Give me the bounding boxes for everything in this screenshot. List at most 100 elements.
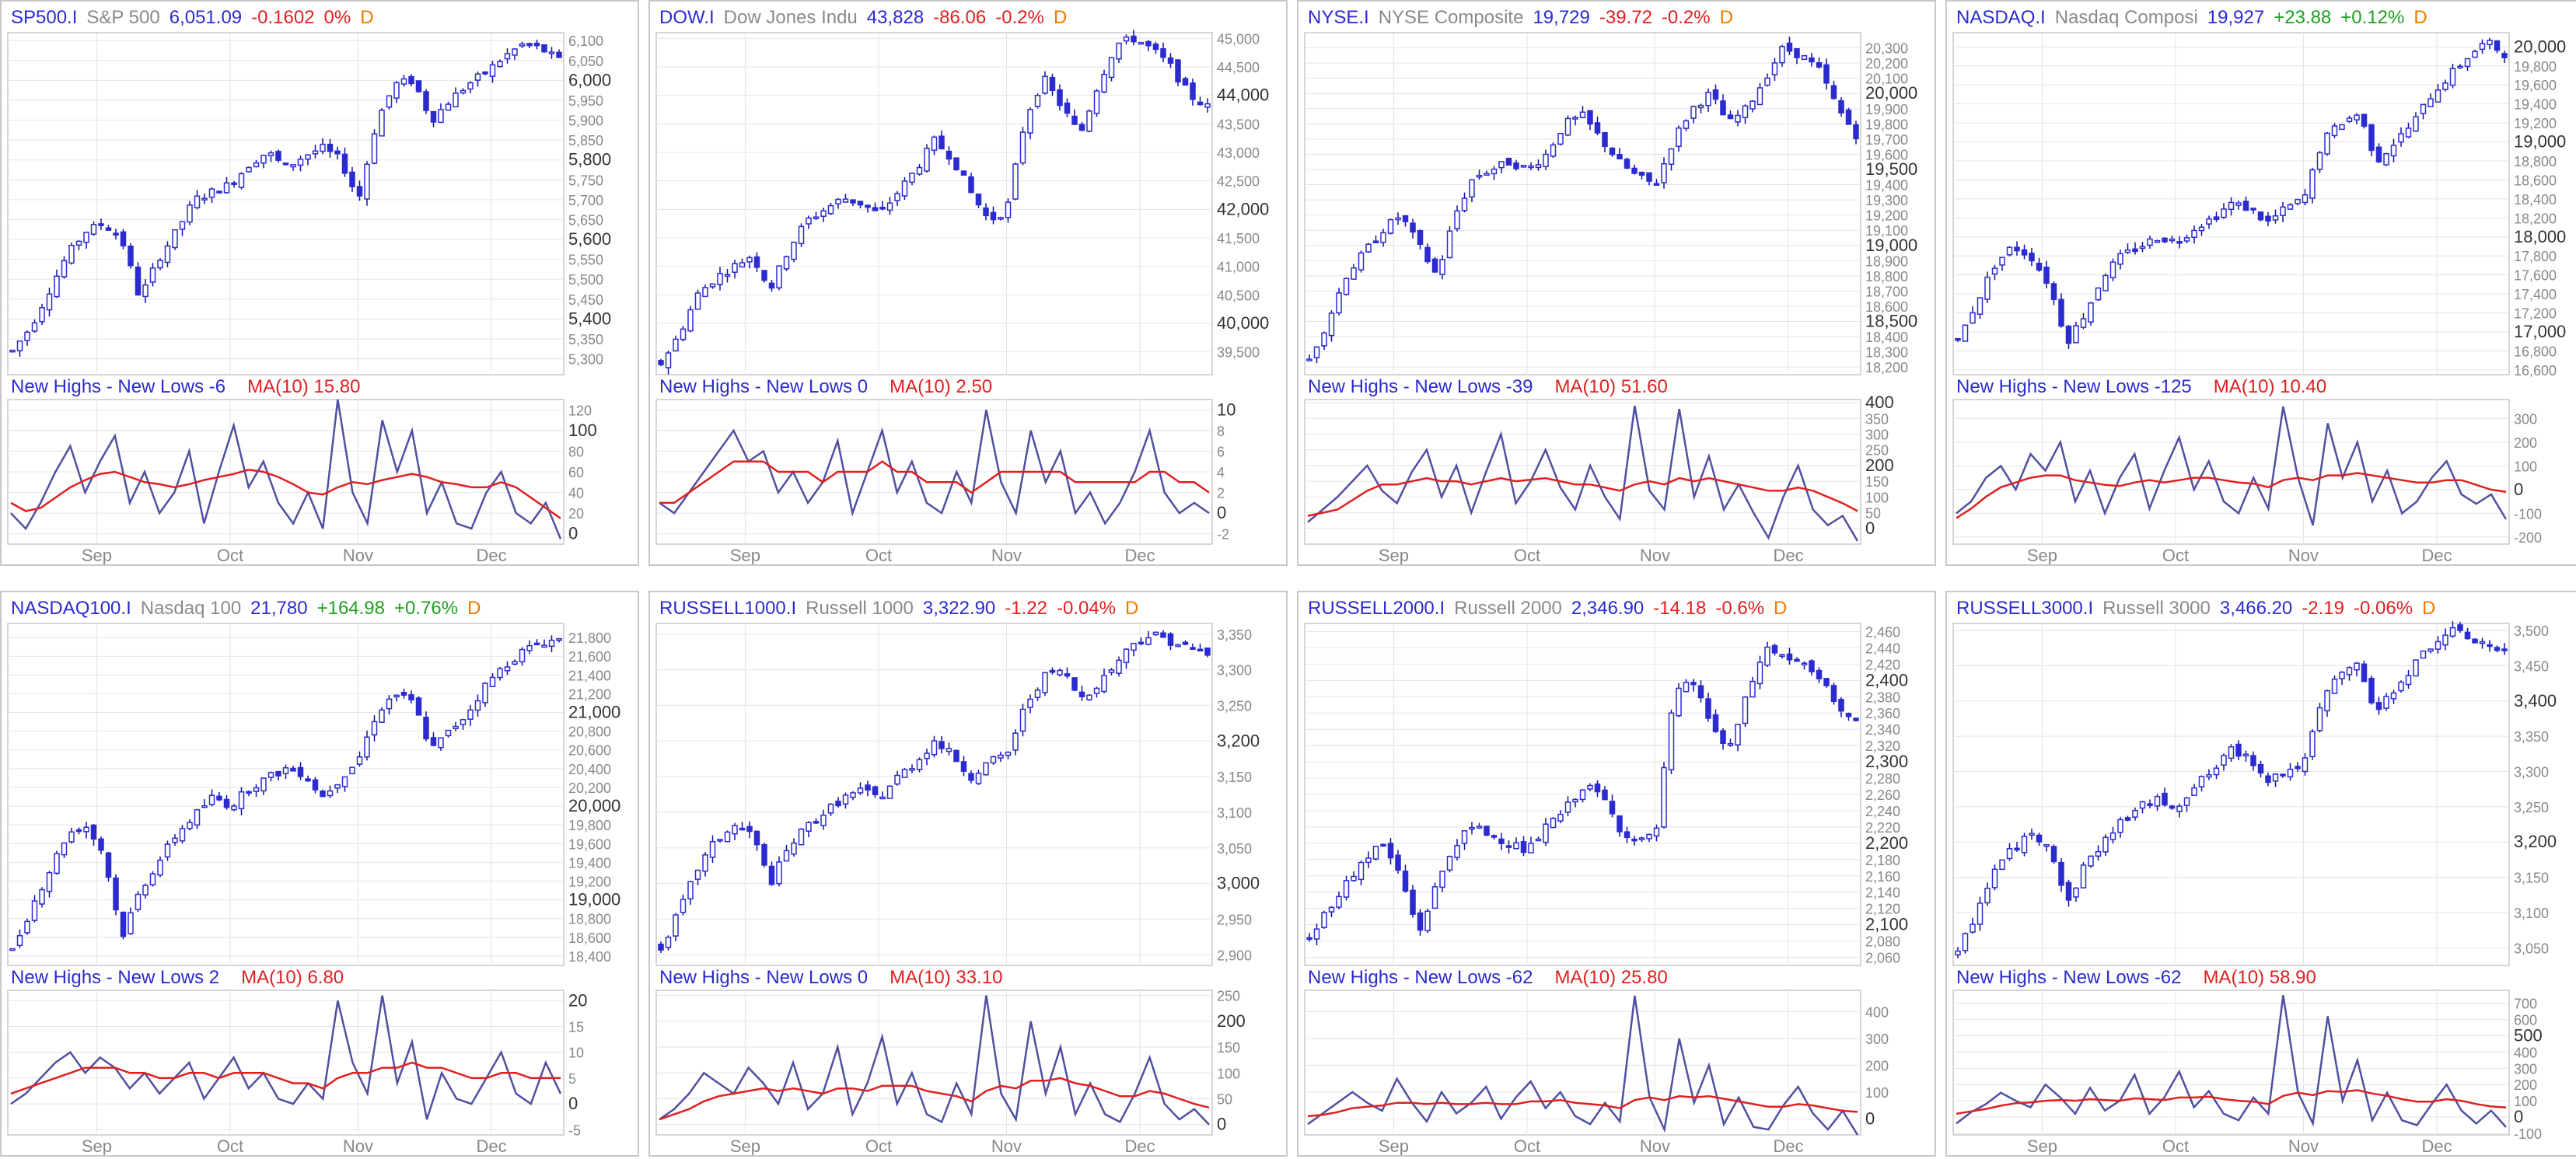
candle <box>1631 838 1638 842</box>
candle <box>149 267 156 283</box>
price-tick-label: 3,050 <box>2514 941 2549 956</box>
candle <box>2006 246 2013 256</box>
price-change: -1.22 <box>1005 598 1047 619</box>
candle <box>113 232 119 236</box>
candle <box>739 262 746 268</box>
chart-panel-dow[interactable]: DOW.I Dow Jones Indu 43,828 -86.06 -0.2% D New… <box>648 0 1288 566</box>
candle <box>187 204 193 223</box>
hl-tick-label: -100 <box>2514 1126 2542 1142</box>
candle <box>2176 241 2183 244</box>
candle <box>423 91 429 111</box>
candle <box>1779 654 1785 658</box>
price-tick-label: 20,200 <box>568 780 611 796</box>
candle <box>379 709 385 724</box>
candle <box>2147 803 2153 806</box>
price-tick-label: 2,160 <box>1865 869 1900 885</box>
candle <box>945 748 952 752</box>
price-tick-label: 5,750 <box>568 173 603 188</box>
candle <box>312 779 319 791</box>
candle <box>201 197 208 201</box>
price-tick-label: 3,350 <box>2514 729 2549 745</box>
candle <box>2124 817 2131 821</box>
chart-panel-nasdaq100[interactable]: NASDAQ100.I Nasdaq 100 21,780 +164.98 +0.76%… <box>0 591 639 1157</box>
price-tick-label: 2,220 <box>1865 820 1900 836</box>
chart-panel-nyse[interactable]: NYSE.I NYSE Composite 19,729 -39.72 -0.2% D Ne… <box>1297 0 1936 566</box>
ma-label: MA(10) 58.90 <box>2203 967 2316 988</box>
ma-series-line <box>1956 1089 2507 1115</box>
candle <box>1999 257 2005 266</box>
candle <box>216 795 222 801</box>
chart-panel-sp500[interactable]: SP500.I S&P 500 6,051.09 -0.1602 0% D New High… <box>0 0 639 566</box>
candle <box>975 772 982 784</box>
hl-label: New Highs - New Lows -62 <box>1308 967 1533 988</box>
candle <box>2354 662 2360 671</box>
hl-tick-label: 2 <box>1217 486 1225 501</box>
candle <box>297 766 304 777</box>
candle <box>482 71 488 75</box>
month-label: Sep <box>82 1136 112 1155</box>
candle <box>2375 146 2382 162</box>
candle <box>1513 162 1519 169</box>
candle <box>1402 871 1409 892</box>
candle <box>1057 89 1063 106</box>
candle <box>2065 881 2072 901</box>
candle <box>1387 218 1394 234</box>
candle <box>349 171 355 187</box>
candle <box>526 43 533 47</box>
candle <box>1027 109 1033 134</box>
candle <box>2021 249 2028 256</box>
candle <box>2265 775 2271 784</box>
candle <box>1661 766 1667 828</box>
candle <box>194 195 201 208</box>
candle <box>783 256 790 270</box>
candle <box>1351 875 1357 881</box>
price-tick-label: 2,180 <box>1865 853 1900 868</box>
ma-series-line <box>10 469 561 519</box>
candle <box>894 774 900 785</box>
chart-panel-russell2000[interactable]: RUSSELL2000.I Russell 2000 2,346.90 -14.18-… <box>1297 591 1936 1157</box>
candle <box>1336 895 1342 908</box>
hl-tick-label: 100 <box>2514 459 2537 474</box>
candle <box>541 644 547 648</box>
price-tick-label: 20,000 <box>2514 37 2566 56</box>
candle <box>1446 856 1453 871</box>
hl-tick-label: -2 <box>1217 527 1229 543</box>
candle <box>2420 103 2427 114</box>
candle <box>1801 662 1808 665</box>
period-label: D <box>1719 7 1733 28</box>
hl-label: New Highs - New Lows -39 <box>1308 376 1533 397</box>
candle <box>1078 124 1085 131</box>
percent-change: +0.76% <box>394 598 459 619</box>
price-tick-label: 20,200 <box>1865 56 1908 72</box>
candle <box>1991 267 1998 275</box>
candle <box>1424 246 1431 263</box>
candle <box>1564 801 1571 813</box>
candle <box>2095 287 2102 301</box>
hl-tick-label: 400 <box>2514 1045 2537 1060</box>
candle <box>2354 114 2360 120</box>
candle <box>2280 773 2286 777</box>
candle <box>2295 766 2301 770</box>
period-label: D <box>2413 7 2427 28</box>
chart-panel-nasdaq[interactable]: NASDAQ.I Nasdaq Composi 19,927 +23.88 +0.12%… <box>1945 0 2576 566</box>
candle <box>753 830 760 846</box>
price-tick-label: 19,000 <box>568 890 620 909</box>
hl-tick-label: 0 <box>1217 1115 1226 1134</box>
price-tick-label: 2,340 <box>1865 722 1900 738</box>
candle <box>453 725 459 730</box>
candle <box>1809 660 1815 672</box>
candle <box>1321 332 1327 347</box>
price-tick-label: 20,100 <box>1865 72 1908 87</box>
candle <box>761 270 767 281</box>
hl-tick-label: 20 <box>568 990 587 1010</box>
hl-tick-label: 400 <box>1865 1005 1889 1021</box>
hl-tick-label: 100 <box>1865 1085 1889 1101</box>
candle <box>1086 110 1092 132</box>
chart-panel-russell3000[interactable]: RUSSELL3000.I Russell 3000 3,466.20 -2.19 -0… <box>1945 591 2576 1157</box>
candle <box>364 736 370 758</box>
candle <box>739 827 746 831</box>
month-label: Sep <box>1379 1136 1409 1155</box>
chart-panel-russell1000[interactable]: RUSSELL1000.I Russell 1000 3,322.90 -1.22 -0… <box>648 591 1288 1157</box>
candle <box>894 193 900 201</box>
price-tick-label: 5,700 <box>568 193 603 208</box>
